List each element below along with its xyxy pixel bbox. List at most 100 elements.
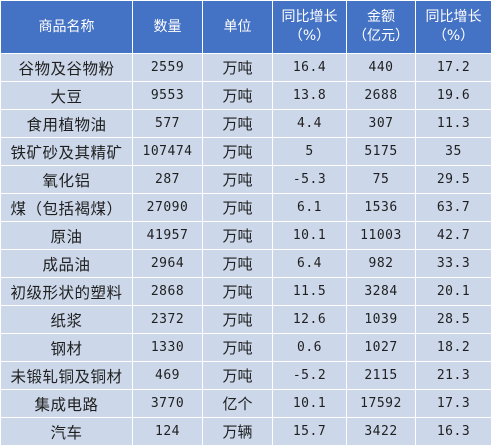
column-header-amount-growth: 同比增长 （%）	[415, 0, 492, 54]
cell-quantity: 2868	[132, 277, 203, 306]
cell-unit: 万吨	[202, 305, 273, 334]
cell-commodity-name: 集成电路	[0, 389, 133, 418]
table-row: 大豆 9553 万吨 13.8 2688 19.6	[0, 81, 492, 110]
cell-amount-growth: 17.3	[415, 389, 492, 418]
table-row: 谷物及谷物粉 2559 万吨 16.4 440 17.2	[0, 53, 492, 82]
cell-amount: 1039	[346, 305, 416, 334]
cell-commodity-name: 大豆	[0, 81, 133, 110]
table-row: 集成电路 3770 亿个 10.1 17592 17.3	[0, 389, 492, 418]
cell-commodity-name: 成品油	[0, 249, 133, 278]
table-row: 成品油 2964 万吨 6.4 982 33.3	[0, 249, 492, 278]
table-row: 未锻轧铜及铜材 469 万吨 -5.2 2115 21.3	[0, 361, 492, 390]
cell-quantity: 287	[132, 165, 203, 194]
cell-commodity-name: 汽车	[0, 417, 133, 446]
cell-unit: 万吨	[202, 165, 273, 194]
cell-unit: 万吨	[202, 109, 273, 138]
cell-amount-growth: 29.5	[415, 165, 492, 194]
cell-amount-growth: 28.5	[415, 305, 492, 334]
cell-quantity-growth: -5.2	[272, 361, 347, 390]
cell-quantity: 2372	[132, 305, 203, 334]
cell-quantity-growth: 6.1	[272, 193, 347, 222]
cell-unit: 万吨	[202, 249, 273, 278]
column-header-amount-growth-line1: 同比增长	[425, 9, 482, 25]
cell-quantity-growth: 6.4	[272, 249, 347, 278]
table-row: 原油 41957 万吨 10.1 11003 42.7	[0, 221, 492, 250]
cell-amount: 3284	[346, 277, 416, 306]
table-row: 初级形状的塑料 2868 万吨 11.5 3284 20.1	[0, 277, 492, 306]
cell-quantity: 1330	[132, 333, 203, 362]
cell-commodity-name: 铁矿砂及其精矿	[0, 137, 133, 166]
cell-quantity: 2559	[132, 53, 203, 82]
cell-amount-growth: 42.7	[415, 221, 492, 250]
cell-commodity-name: 谷物及谷物粉	[0, 53, 133, 82]
cell-quantity: 124	[132, 417, 203, 446]
cell-quantity: 2964	[132, 249, 203, 278]
cell-quantity-growth: 11.5	[272, 277, 347, 306]
cell-amount-growth: 19.6	[415, 81, 492, 110]
cell-unit: 万吨	[202, 193, 273, 222]
cell-quantity: 27090	[132, 193, 203, 222]
table-body: 谷物及谷物粉 2559 万吨 16.4 440 17.2 大豆 9553 万吨 13.8 2688 1…	[0, 53, 492, 446]
table-row: 纸浆 2372 万吨 12.6 1039 28.5	[0, 305, 492, 334]
cell-unit: 万吨	[202, 81, 273, 110]
cell-amount: 2115	[346, 361, 416, 390]
cell-commodity-name: 初级形状的塑料	[0, 277, 133, 306]
table-row: 汽车 124 万辆 15.7 3422 16.3	[0, 417, 492, 446]
cell-amount-growth: 11.3	[415, 109, 492, 138]
cell-commodity-name: 氧化铝	[0, 165, 133, 194]
cell-commodity-name: 钢材	[0, 333, 133, 362]
cell-amount-growth: 20.1	[415, 277, 492, 306]
column-header-amount: 金额 （亿元）	[346, 0, 416, 54]
column-header-quantity-growth-line1: 同比增长	[281, 9, 338, 25]
cell-amount-growth: 33.3	[415, 249, 492, 278]
cell-commodity-name: 纸浆	[0, 305, 133, 334]
cell-quantity: 107474	[132, 137, 203, 166]
cell-quantity: 469	[132, 361, 203, 390]
table-row: 食用植物油 577 万吨 4.4 307 11.3	[0, 109, 492, 138]
table-row: 钢材 1330 万吨 0.6 1027 18.2	[0, 333, 492, 362]
cell-unit: 万吨	[202, 221, 273, 250]
cell-unit: 万吨	[202, 361, 273, 390]
cell-amount-growth: 16.3	[415, 417, 492, 446]
cell-quantity-growth: 10.1	[272, 221, 347, 250]
cell-amount-growth: 21.3	[415, 361, 492, 390]
cell-quantity-growth: 16.4	[272, 53, 347, 82]
cell-quantity-growth: 0.6	[272, 333, 347, 362]
column-header-amount-line2: （亿元）	[353, 28, 409, 44]
cell-amount-growth: 63.7	[415, 193, 492, 222]
cell-amount: 1536	[346, 193, 416, 222]
column-header-quantity-growth: 同比增长 （%）	[272, 0, 347, 54]
column-header-quantity: 数量	[132, 0, 203, 54]
cell-unit: 万吨	[202, 277, 273, 306]
cell-quantity: 3770	[132, 389, 203, 418]
cell-amount: 3422	[346, 417, 416, 446]
cell-commodity-name: 食用植物油	[0, 109, 133, 138]
cell-quantity-growth: 10.1	[272, 389, 347, 418]
table-header-row: 商品名称 数量 单位 同比增长 （%） 金额 （亿元） 同比增长 （%）	[0, 0, 492, 54]
column-header-name: 商品名称	[0, 0, 133, 54]
cell-amount-growth: 18.2	[415, 333, 492, 362]
cell-quantity-growth: 4.4	[272, 109, 347, 138]
cell-quantity: 41957	[132, 221, 203, 250]
cell-amount: 440	[346, 53, 416, 82]
table-row: 氧化铝 287 万吨 -5.3 75 29.5	[0, 165, 492, 194]
column-header-unit: 单位	[202, 0, 273, 54]
cell-unit: 万辆	[202, 417, 273, 446]
cell-quantity-growth: 12.6	[272, 305, 347, 334]
column-header-amount-line1: 金额	[367, 9, 395, 25]
cell-amount: 982	[346, 249, 416, 278]
cell-quantity-growth: 13.8	[272, 81, 347, 110]
cell-amount-growth: 35	[415, 137, 492, 166]
cell-amount: 307	[346, 109, 416, 138]
cell-amount: 2688	[346, 81, 416, 110]
cell-amount: 11003	[346, 221, 416, 250]
cell-amount: 1027	[346, 333, 416, 362]
cell-amount: 17592	[346, 389, 416, 418]
cell-commodity-name: 煤（包括褐煤）	[0, 193, 133, 222]
cell-quantity-growth: 15.7	[272, 417, 347, 446]
cell-quantity: 9553	[132, 81, 203, 110]
cell-unit: 万吨	[202, 53, 273, 82]
column-header-amount-growth-line2: （%）	[432, 28, 475, 44]
cell-commodity-name: 原油	[0, 221, 133, 250]
